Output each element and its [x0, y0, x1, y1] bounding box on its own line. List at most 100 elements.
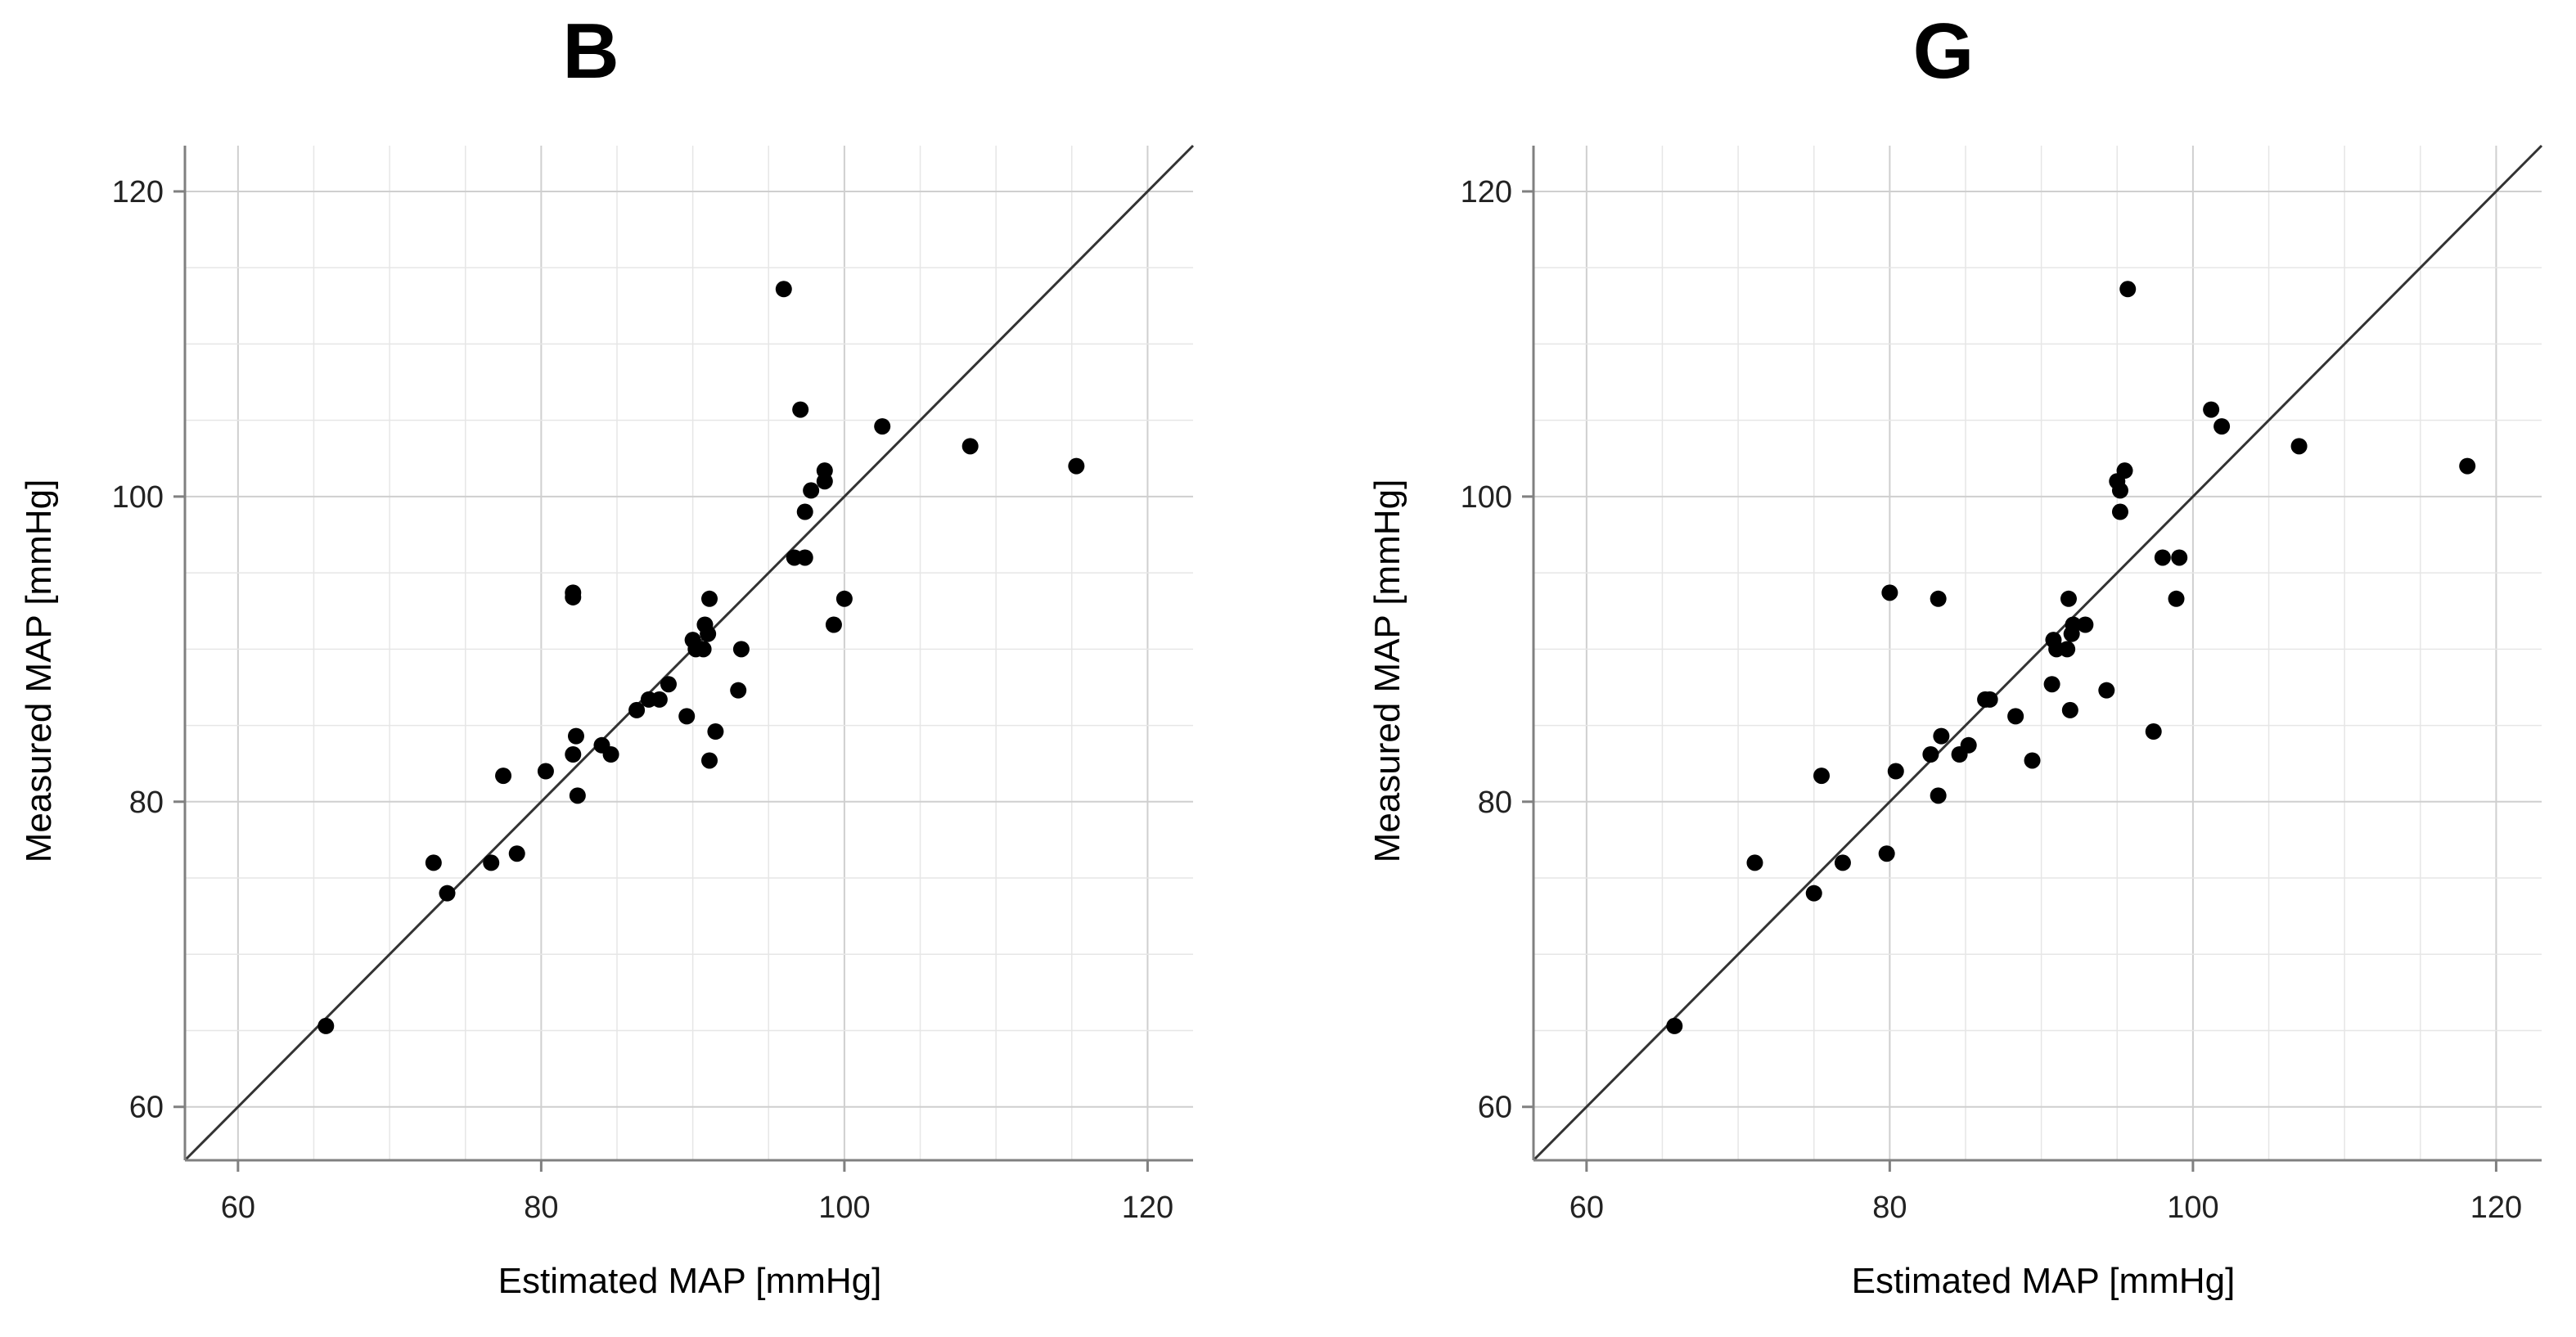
axes-b	[183, 146, 1193, 1162]
data-point-g	[1922, 746, 1939, 763]
data-point-b	[678, 708, 696, 725]
data-point-g	[2111, 482, 2128, 499]
data-point-g	[2060, 590, 2077, 607]
data-point-b	[803, 482, 820, 499]
data-point-b	[483, 854, 500, 871]
data-point-b	[775, 281, 792, 298]
data-point-b	[565, 584, 582, 601]
data-point-g	[2203, 401, 2220, 418]
data-point-g	[2119, 281, 2137, 298]
panel-title-b: B	[562, 7, 619, 95]
data-point-b	[816, 462, 833, 479]
x-tick-label-g: 60	[1569, 1191, 1604, 1225]
data-point-g	[2145, 723, 2162, 741]
data-point-g	[1930, 590, 1947, 607]
data-point-g	[1746, 854, 1763, 871]
panel-title-g: G	[1913, 7, 1975, 95]
y-tick-label-g: 120	[1461, 175, 1512, 209]
x-axis-label-b: Estimated MAP [mmHg]	[498, 1261, 882, 1301]
data-point-g	[2111, 503, 2128, 520]
data-point-g	[2213, 418, 2231, 435]
y-tick-label-b: 120	[112, 175, 164, 209]
data-point-b	[701, 752, 718, 769]
data-point-b	[660, 676, 677, 693]
data-point-g	[2007, 708, 2024, 725]
data-point-g	[1881, 584, 1898, 601]
data-point-b	[792, 401, 809, 418]
data-point-g	[1930, 787, 1947, 804]
data-point-b	[730, 682, 747, 699]
x-tick-label-g: 100	[2167, 1191, 2218, 1225]
data-point-g	[1805, 885, 1822, 902]
grid-b	[185, 146, 1193, 1160]
data-point-b	[602, 746, 619, 763]
panel-g: G Estimated MAP [mmHg] Measured MAP [mmH…	[1367, 7, 2543, 1301]
data-point-b	[628, 701, 646, 718]
data-point-b	[537, 763, 554, 780]
data-point-g	[2077, 616, 2094, 633]
data-point-g	[2290, 438, 2308, 455]
data-point-g	[1878, 845, 1895, 862]
data-point-g	[2116, 462, 2133, 479]
data-point-g	[1981, 691, 1998, 708]
ticks-b: 60 80 100 120 60 80 100 120	[112, 175, 1174, 1225]
data-point-g	[2065, 616, 2082, 633]
data-point-b	[825, 616, 842, 633]
points-g	[1666, 281, 2476, 1034]
data-point-b	[732, 641, 750, 658]
data-point-b	[796, 549, 813, 566]
y-tick-label-g: 60	[1478, 1091, 1512, 1125]
data-point-g	[2043, 676, 2060, 693]
data-point-g	[1666, 1017, 1683, 1034]
data-point-g	[2024, 752, 2041, 769]
y-tick-label-b: 60	[129, 1091, 164, 1125]
data-point-b	[569, 787, 586, 804]
x-tick-label-g: 120	[2470, 1191, 2522, 1225]
points-b	[317, 281, 1085, 1034]
data-point-b	[700, 625, 717, 642]
data-point-b	[796, 503, 813, 520]
data-point-b	[835, 590, 853, 607]
data-point-b	[565, 746, 582, 763]
y-tick-label-b: 80	[129, 786, 164, 820]
panel-b: B Estimated MAP [mmHg] Measured MAP [mmH…	[19, 7, 1195, 1301]
data-point-b	[317, 1017, 335, 1034]
data-point-b	[874, 418, 891, 435]
data-point-b	[439, 885, 456, 902]
data-point-b	[707, 723, 724, 741]
data-point-g	[2154, 549, 2171, 566]
x-axis-label-g: Estimated MAP [mmHg]	[1852, 1261, 2236, 1301]
y-axis-label-b: Measured MAP [mmHg]	[19, 479, 59, 863]
data-point-g	[2459, 457, 2476, 475]
grid-g	[1533, 146, 2542, 1160]
data-point-g	[2168, 590, 2185, 607]
x-tick-label-b: 60	[221, 1191, 255, 1225]
data-point-b	[495, 768, 512, 785]
data-point-g	[1960, 736, 1977, 754]
ticks-g: 60 80 100 120 60 80 100 120	[1461, 175, 2523, 1225]
data-point-g	[2061, 701, 2078, 718]
y-tick-label-b: 100	[112, 480, 164, 515]
data-point-b	[508, 845, 525, 862]
data-point-g	[1813, 768, 1830, 785]
data-point-b	[695, 641, 712, 658]
data-point-g	[1933, 727, 1950, 745]
y-tick-label-g: 80	[1478, 786, 1512, 820]
x-tick-label-b: 120	[1122, 1191, 1173, 1225]
y-axis-label-g: Measured MAP [mmHg]	[1367, 479, 1407, 863]
data-point-g	[2059, 641, 2076, 658]
data-point-g	[1887, 763, 1904, 780]
y-tick-label-g: 100	[1461, 480, 1512, 515]
data-point-b	[567, 727, 584, 745]
x-tick-label-b: 100	[818, 1191, 870, 1225]
data-point-g	[2098, 682, 2115, 699]
x-tick-label-b: 80	[524, 1191, 558, 1225]
data-point-g	[2171, 549, 2188, 566]
axes-g	[1532, 146, 2542, 1162]
identity-line-g	[1532, 144, 2543, 1162]
data-point-g	[1834, 854, 1851, 871]
data-point-b	[651, 691, 668, 708]
x-tick-label-g: 80	[1872, 1191, 1907, 1225]
identity-line-group-g	[1532, 144, 2543, 1162]
